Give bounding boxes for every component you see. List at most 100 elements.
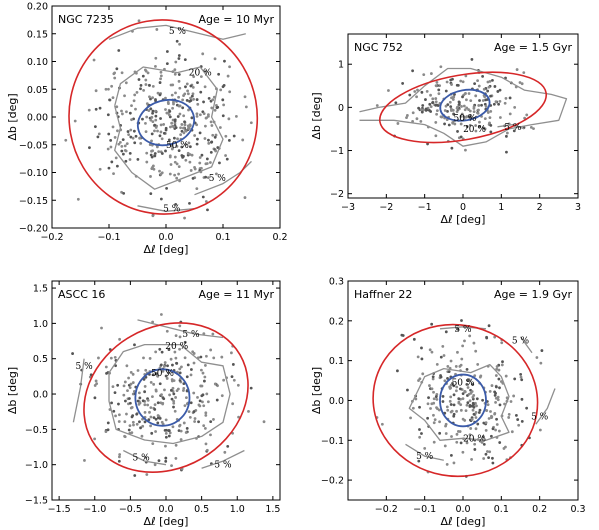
member-star <box>161 422 165 426</box>
member-star <box>185 375 189 379</box>
member-star <box>154 417 158 421</box>
member-star <box>430 387 434 391</box>
member-star <box>154 118 158 122</box>
member-star <box>227 138 231 142</box>
member-star <box>178 86 182 90</box>
member-star <box>155 28 159 31</box>
member-star <box>127 133 131 137</box>
member-star <box>493 85 497 88</box>
member-star <box>117 413 121 417</box>
member-star <box>501 360 504 364</box>
member-star <box>435 109 439 113</box>
member-star <box>145 160 149 164</box>
member-star <box>164 96 167 100</box>
member-star <box>158 134 162 138</box>
member-star <box>202 404 206 408</box>
member-star <box>97 356 100 360</box>
member-star <box>487 456 490 460</box>
member-star <box>120 145 124 148</box>
member-star <box>185 99 189 102</box>
member-star <box>172 405 175 409</box>
member-star <box>172 102 175 106</box>
x-tick-label: −0.5 <box>119 504 142 515</box>
inner-ellipse <box>136 98 196 147</box>
member-star <box>173 350 177 354</box>
member-star <box>179 133 183 137</box>
member-star <box>171 363 174 367</box>
member-star <box>472 110 476 114</box>
member-star <box>451 108 455 112</box>
member-star <box>113 136 117 139</box>
plot-area <box>372 319 556 478</box>
member-star <box>182 154 185 158</box>
y-axis-label: Δb [deg] <box>6 93 19 140</box>
member-star <box>160 152 164 155</box>
member-star <box>168 109 172 113</box>
member-star <box>435 397 439 401</box>
member-star <box>113 71 117 75</box>
member-star <box>143 410 147 414</box>
member-star <box>490 416 493 420</box>
member-star <box>241 138 245 142</box>
member-star <box>540 349 544 352</box>
y-tick-label: 0.15 <box>27 29 48 40</box>
contour-label: 20 % <box>189 69 212 79</box>
member-star <box>148 410 151 414</box>
member-star <box>204 175 208 179</box>
member-star <box>151 164 155 168</box>
member-star <box>186 92 190 96</box>
y-axis-label: Δb [deg] <box>310 367 323 414</box>
member-star <box>189 84 193 88</box>
member-star <box>538 428 542 432</box>
member-star <box>493 335 497 339</box>
member-star <box>481 398 484 402</box>
member-star <box>203 379 206 383</box>
member-star <box>151 320 155 324</box>
member-star <box>193 166 196 169</box>
member-star <box>451 96 455 100</box>
member-star <box>230 351 233 355</box>
member-star <box>151 442 155 445</box>
inner-contour-label: 50 % <box>452 379 475 389</box>
member-star <box>149 97 152 101</box>
member-star <box>506 131 509 135</box>
member-star <box>176 387 180 391</box>
member-star <box>146 403 150 407</box>
member-star <box>158 347 162 351</box>
member-star <box>445 80 449 84</box>
member-star <box>118 453 122 456</box>
member-star <box>120 109 123 113</box>
member-star <box>128 401 132 405</box>
member-star <box>439 374 442 377</box>
member-star <box>201 371 205 375</box>
member-star <box>128 151 132 155</box>
member-star <box>170 379 174 383</box>
member-star <box>141 117 144 121</box>
member-star <box>147 418 151 422</box>
member-star <box>496 395 500 399</box>
member-star <box>494 428 497 432</box>
member-star <box>139 83 143 87</box>
member-star <box>151 373 155 377</box>
member-star <box>172 401 176 405</box>
member-star <box>425 90 429 93</box>
member-star <box>513 377 517 381</box>
member-star <box>64 138 68 142</box>
member-star <box>441 394 445 398</box>
member-star <box>164 418 168 422</box>
member-star <box>154 98 157 101</box>
member-star <box>139 141 143 145</box>
member-star <box>130 431 134 435</box>
member-star <box>220 355 224 359</box>
member-star <box>195 112 199 116</box>
member-star <box>170 397 174 401</box>
member-star <box>149 107 153 111</box>
member-star <box>459 135 463 139</box>
member-star <box>204 364 207 367</box>
member-star <box>231 402 235 406</box>
member-star <box>153 463 157 467</box>
member-star <box>464 115 468 119</box>
member-star <box>461 392 465 396</box>
contour-label: 20 % <box>463 125 486 135</box>
member-star <box>251 229 254 232</box>
